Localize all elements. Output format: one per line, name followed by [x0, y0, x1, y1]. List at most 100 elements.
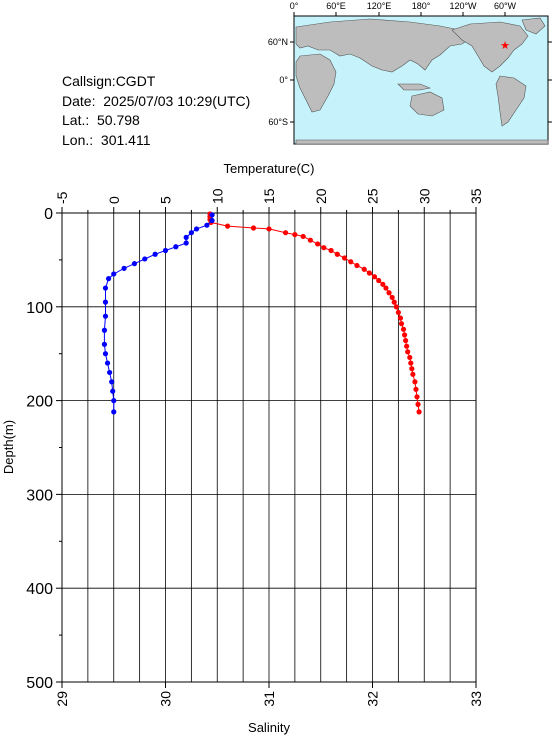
temperature-point — [334, 251, 340, 257]
bottom-tick-label: 30 — [158, 691, 174, 707]
salinity-point — [101, 341, 108, 347]
map-lon-label-0: 0° — [290, 1, 299, 11]
temperature-point — [415, 401, 421, 407]
salinity-point — [193, 226, 200, 232]
temperature-point — [348, 259, 354, 265]
temperature-point — [413, 386, 419, 392]
temperature-line — [209, 213, 420, 412]
top-tick-label: 0 — [106, 196, 122, 204]
temperature-point — [315, 241, 321, 247]
map-lon-label-2: 120°E — [367, 1, 392, 11]
left-axis-label: Depth(m) — [1, 420, 16, 474]
land-indonesia — [397, 83, 432, 91]
top-tick-label: 35 — [468, 188, 484, 204]
station-info: Callsign:CGDT Date: 2025/07/03 10:29(UTC… — [62, 72, 250, 150]
temperature-point — [371, 274, 378, 280]
world-map: 0° 60°E 120°E 180° 120°W 60°W 60°N 0° 60… — [268, 1, 552, 145]
salinity-point — [111, 409, 117, 415]
salinity-point — [109, 379, 115, 385]
temperature-point — [321, 245, 327, 251]
date-text: Date: 2025/07/03 10:29(UTC) — [62, 92, 251, 109]
temperature-point — [403, 337, 409, 344]
bottom-axis-label: Salinity — [248, 720, 290, 735]
salinity-point — [188, 230, 194, 236]
temperature-point — [405, 349, 411, 355]
map-lon-label-5: 60°W — [494, 1, 517, 11]
temperature-point — [361, 266, 367, 272]
map-lon-label-4: 120°W — [449, 1, 477, 11]
top-tick-label: 30 — [416, 188, 432, 204]
left-tick-label: 400 — [26, 581, 53, 598]
temperature-point — [282, 230, 289, 236]
salinity-point — [102, 299, 109, 305]
left-tick-label: 100 — [26, 300, 53, 317]
map-lat-label-0: 60°N — [268, 37, 288, 47]
temperature-point — [397, 315, 404, 321]
chart-series — [101, 211, 422, 415]
map-ticks — [290, 12, 552, 123]
temperature-point — [207, 214, 213, 220]
temperature-point — [207, 211, 213, 217]
map-lon-label-3: 180° — [412, 1, 431, 11]
map-top-labels: 0° 60°E 120°E 180° 120°W 60°W — [290, 1, 517, 11]
temperature-point — [409, 366, 415, 372]
temperature-point — [391, 299, 397, 305]
map-lat-label-1: 0° — [279, 75, 288, 85]
salinity-point — [131, 261, 138, 267]
left-tick-label: 0 — [44, 206, 53, 223]
temperature-point — [393, 304, 399, 310]
temperature-point — [416, 409, 422, 415]
salinity-point — [121, 265, 127, 271]
temperature-point — [408, 360, 414, 366]
temperature-point — [414, 394, 420, 400]
top-tick-label: 15 — [261, 188, 277, 204]
salinity-point — [101, 327, 108, 333]
salinity-point — [142, 256, 148, 262]
top-tick-label: 10 — [209, 188, 225, 204]
map-land — [295, 17, 549, 145]
temperature-point — [412, 379, 418, 385]
map-lat-label-2: 60°S — [268, 117, 288, 127]
left-tick-label: 500 — [26, 675, 53, 692]
longitude-text: Lon.: 301.411 — [62, 131, 151, 148]
top-axis-label: Temperature(C) — [223, 161, 314, 176]
plot-frame — [61, 212, 477, 683]
map-lon-label-1: 60°E — [326, 1, 346, 11]
land-africa — [295, 53, 337, 113]
salinity-point — [162, 247, 169, 254]
left-tick-label: 300 — [26, 487, 53, 504]
salinity-point — [102, 313, 109, 319]
temperature-point — [410, 371, 416, 377]
salinity-point — [183, 234, 189, 240]
temperature-point — [354, 262, 360, 269]
callsign-text: Callsign:CGDT — [62, 73, 156, 89]
temperature-point — [307, 237, 313, 243]
salinity-point — [209, 217, 215, 224]
salinity-point — [111, 271, 117, 277]
temperature-point — [407, 354, 413, 361]
temperature-point — [383, 285, 389, 291]
salinity-point — [183, 240, 189, 246]
salinity-line — [103, 214, 213, 412]
salinity-point — [173, 244, 179, 250]
latitude-text: Lat.: 50.798 — [62, 112, 140, 128]
bottom-tick-label: 33 — [468, 691, 484, 707]
temperature-point — [380, 281, 386, 287]
land-australia — [409, 91, 445, 117]
land-antarctica — [295, 139, 549, 145]
temperature-point — [207, 216, 213, 223]
temperature-point — [376, 277, 382, 284]
bottom-tick-label: 32 — [365, 691, 381, 707]
bottom-tick-label: 31 — [261, 691, 277, 707]
bottom-tick-label: 29 — [54, 691, 70, 707]
map-left-labels: 60°N 0° 60°S — [268, 37, 289, 127]
salinity-point — [110, 388, 116, 394]
temperature-point — [266, 226, 272, 232]
land-eurasia — [295, 18, 471, 73]
salinity-point — [111, 398, 117, 404]
chart-grid — [62, 213, 476, 682]
salinity-point — [102, 285, 109, 291]
land-greenland — [521, 17, 546, 35]
salinity-point — [102, 351, 109, 357]
